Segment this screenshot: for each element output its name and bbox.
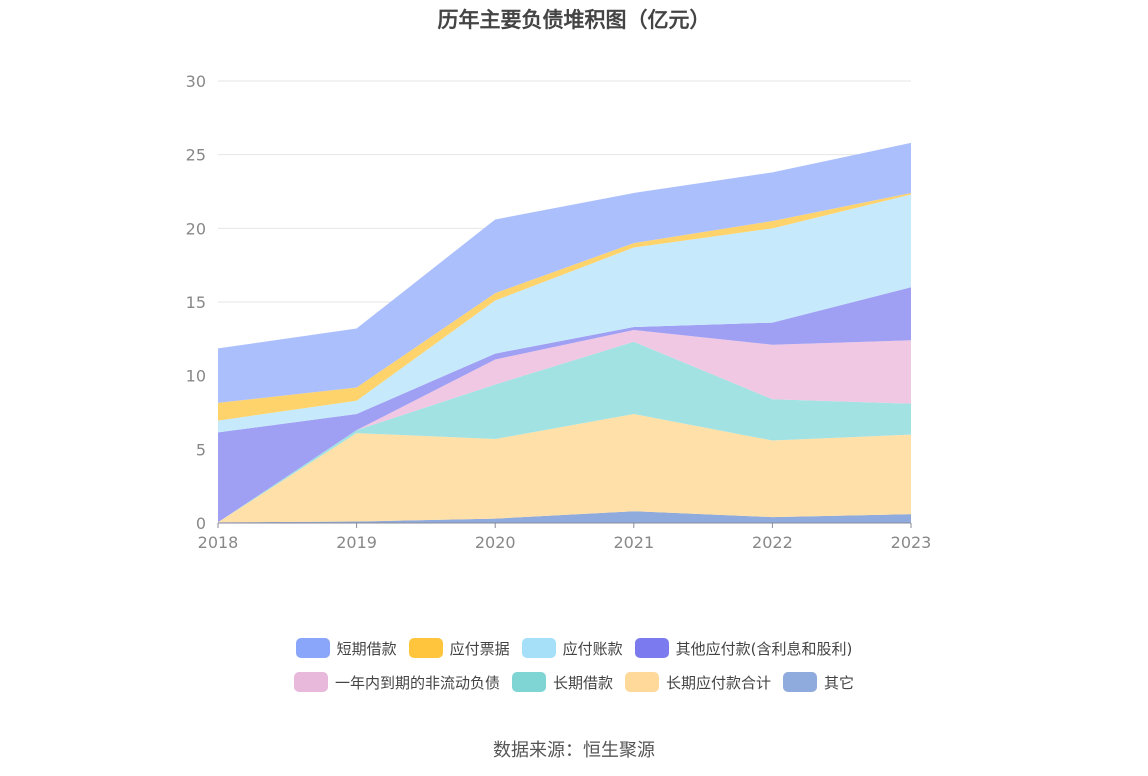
legend-swatch xyxy=(408,638,443,658)
legend-item[interactable]: 其它 xyxy=(783,670,854,694)
chart-title: 历年主要负债堆积图（亿元） xyxy=(437,8,711,32)
legend-label: 其他应付款(含利息和股利) xyxy=(675,639,853,658)
x-tick-label: 2022 xyxy=(752,533,793,552)
area-series-其他应付款(含利息和股利)[interactable] xyxy=(218,287,911,523)
area-series-长期借款[interactable] xyxy=(218,341,911,523)
legend-label: 短期借款 xyxy=(336,639,397,658)
data-source-note: 数据来源：恒生聚源 xyxy=(493,740,655,761)
legend-item[interactable]: 其他应付款(含利息和股利) xyxy=(634,636,853,660)
x-tick-label: 2021 xyxy=(613,533,654,552)
legend-label: 一年内到期的非流动负债 xyxy=(334,673,500,692)
legend-item[interactable]: 应付票据 xyxy=(408,636,510,660)
legend-swatch xyxy=(511,672,546,692)
stacked-area-chart: 0 5 10 15 20 25 30 2018 2019 2020 2021 2022 2023 xyxy=(186,72,932,552)
legend-swatch xyxy=(521,638,556,658)
legend-label: 其它 xyxy=(824,673,855,692)
area-series-应付票据[interactable] xyxy=(218,192,911,421)
area-series-短期借款[interactable] xyxy=(218,142,911,403)
legend-row-2: 一年内到期的非流动负债 长期借款 长期应付款合计 其它 xyxy=(0,670,1148,694)
legend-item[interactable]: 一年内到期的非流动负债 xyxy=(293,670,500,694)
y-tick-label: 20 xyxy=(186,219,206,238)
legend-swatch xyxy=(293,672,328,692)
y-tick-label: 10 xyxy=(186,367,206,386)
x-tick-label: 2023 xyxy=(891,533,932,552)
legend-item[interactable]: 短期借款 xyxy=(295,636,397,660)
y-tick-label: 25 xyxy=(186,146,206,165)
y-tick-label: 30 xyxy=(186,72,206,91)
y-tick-label: 15 xyxy=(186,293,206,312)
legend-item[interactable]: 应付账款 xyxy=(521,636,623,660)
area-series-其它[interactable] xyxy=(218,511,911,523)
legend-label: 应付票据 xyxy=(449,639,510,658)
y-tick-label: 5 xyxy=(196,440,206,459)
legend-swatch xyxy=(295,638,330,658)
area-series-一年内到期的非流动负债[interactable] xyxy=(218,329,911,523)
x-tick-label: 2018 xyxy=(198,533,239,552)
area-series xyxy=(218,142,911,523)
legend: 短期借款 应付票据 应付账款 其他应付款(含利息和股利) 一年内到期的非流动负债… xyxy=(0,636,1148,704)
x-tick-label: 2020 xyxy=(475,533,516,552)
x-tick-label: 2019 xyxy=(336,533,377,552)
legend-label: 长期应付款合计 xyxy=(666,673,772,692)
legend-label: 长期借款 xyxy=(552,673,613,692)
legend-label: 应付账款 xyxy=(562,639,623,658)
legend-item[interactable]: 长期借款 xyxy=(511,670,613,694)
area-series-应付账款[interactable] xyxy=(218,194,911,433)
legend-swatch xyxy=(783,672,818,692)
y-tick-label: 0 xyxy=(196,514,206,533)
legend-item[interactable]: 长期应付款合计 xyxy=(625,670,771,694)
legend-swatch xyxy=(625,672,659,692)
area-series-长期应付款合计[interactable] xyxy=(218,413,911,523)
legend-row-1: 短期借款 应付票据 应付账款 其他应付款(含利息和股利) xyxy=(0,636,1148,660)
legend-swatch xyxy=(634,638,669,658)
axes: 0 5 10 15 20 25 30 2018 2019 2020 2021 2022 2023 xyxy=(186,72,932,552)
